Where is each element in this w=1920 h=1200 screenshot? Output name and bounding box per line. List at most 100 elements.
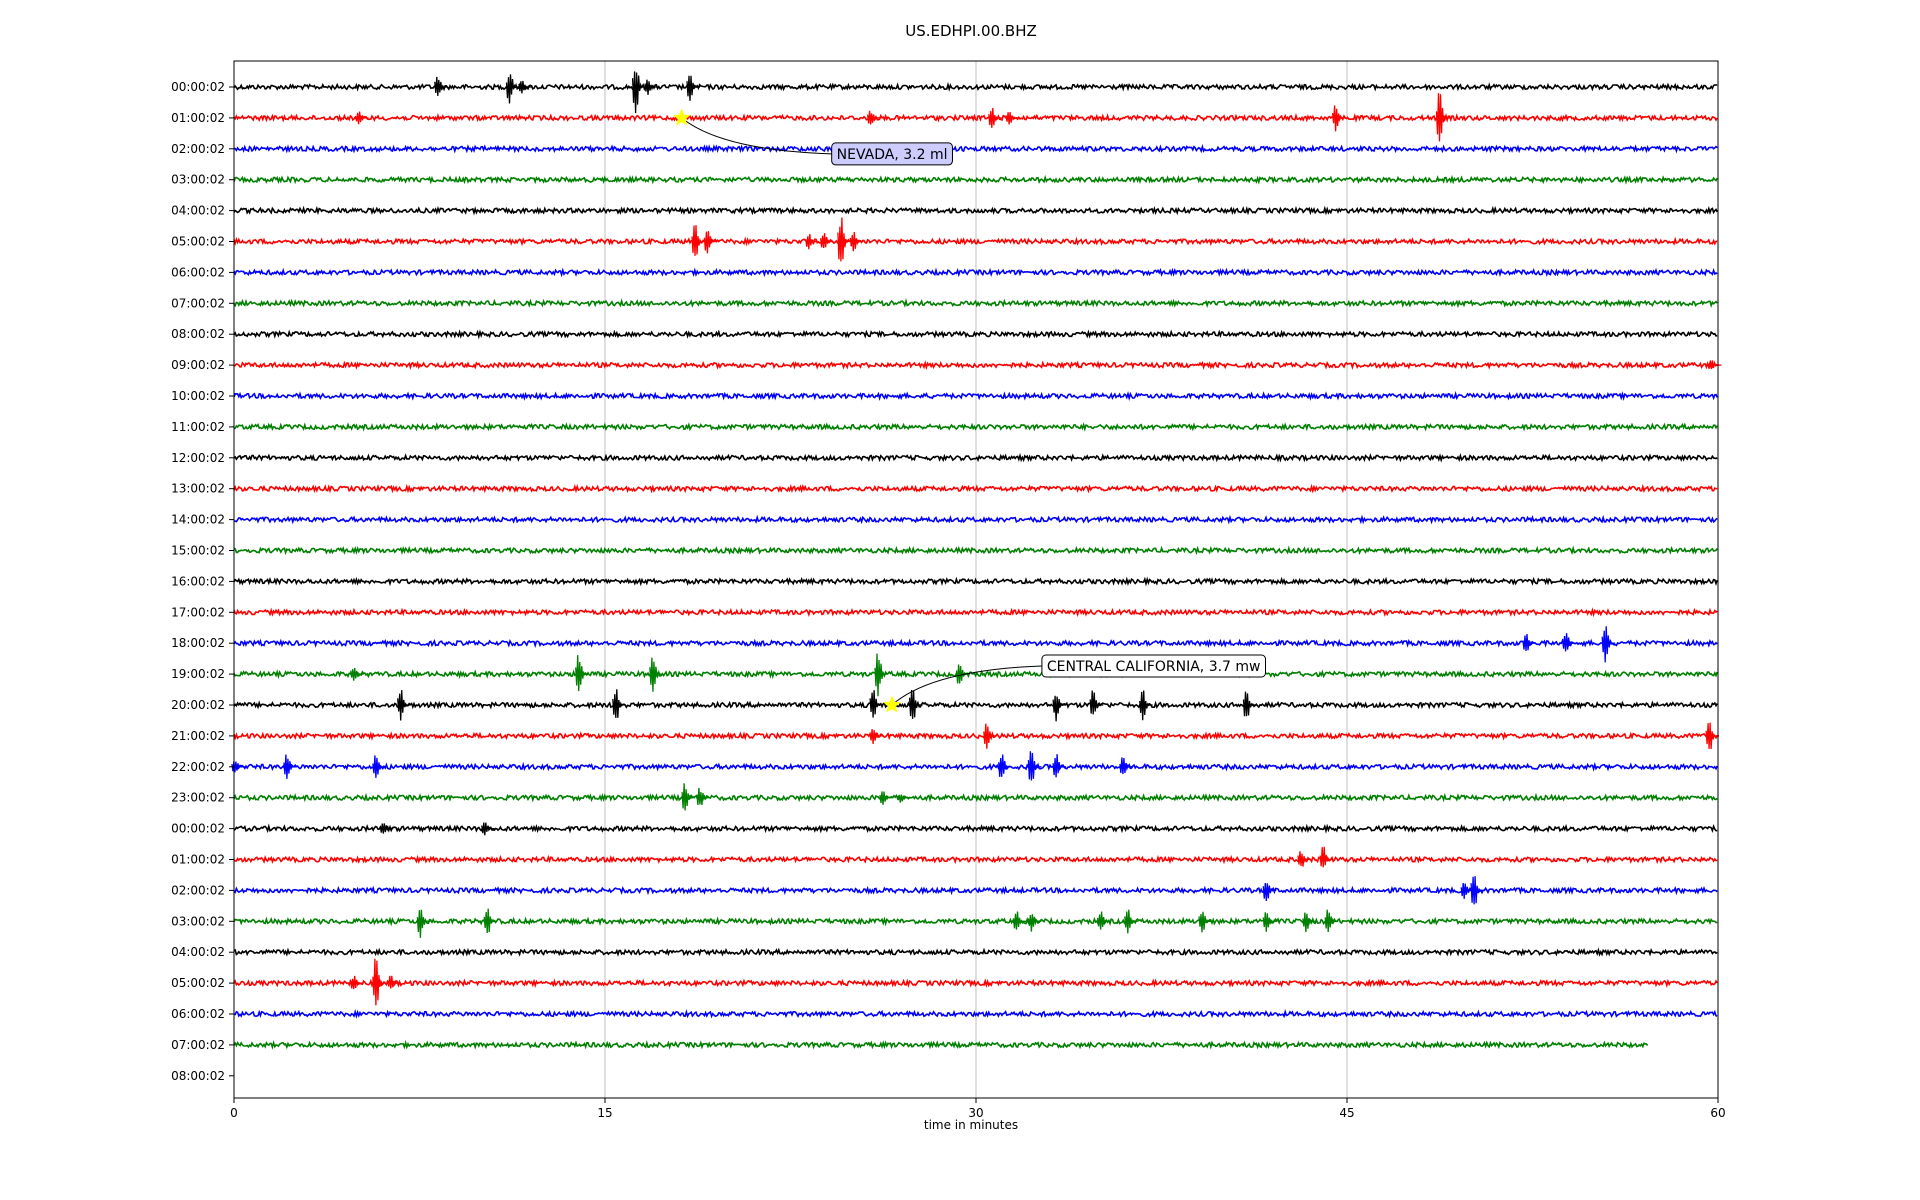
trace-line [233,298,1718,309]
chart-title: US.EDHPI.00.BHZ [905,22,1037,40]
trace-line [233,885,1718,896]
row-label: 06:00:02 [171,1007,225,1021]
row-label: 18:00:02 [171,636,225,650]
trace-line [233,916,1718,927]
annotation-text: NEVADA, 3.2 ml [837,147,948,163]
trace-line [233,483,1718,494]
seismic-spike [1089,690,1104,715]
seismic-spike [1052,695,1067,722]
annotation-box [1041,654,1267,678]
seismic-spike [1561,633,1576,652]
row-label: 00:00:02 [171,80,225,94]
seismic-spike [866,110,881,125]
trace-line [233,81,1718,92]
trace-line [233,854,1718,865]
trace-line [233,143,1718,154]
seismic-spike [849,231,864,252]
seismic-spike [1302,912,1316,933]
row-label: 06:00:02 [171,265,225,279]
row-label: 03:00:02 [171,914,225,928]
trace-line [233,422,1718,432]
seismic-spike [612,689,626,718]
y-axis-ticks: 00:00:02 01:00:02 02:00:02 03:00:02 04:00:02… [171,80,234,1083]
seismic-spike [1198,911,1212,933]
seismic-spike [1522,633,1536,651]
trace-line [233,360,1718,371]
seismic-spike [1096,911,1111,930]
row-label: 07:00:02 [171,296,225,310]
row-label: 15:00:02 [171,544,225,558]
trace-line [233,390,1718,402]
seismic-spike [1052,754,1067,778]
seismic-spike [1012,911,1027,930]
seismic-spike [1027,751,1042,781]
seismic-spike [372,958,386,1006]
seismic-spike [416,909,431,938]
seismic-spike [696,787,710,806]
event-annotations: NEVADA, 3.2 ml CENTRAL CALIFORNIA, 3.7 mw [672,108,1267,713]
row-label: 04:00:02 [171,945,225,959]
seismic-spike [397,690,411,721]
x-tick-label: 60 [1710,1106,1725,1120]
trace-line [233,576,1718,587]
x-axis-ticks: 0 15 30 45 60 [230,1098,1726,1120]
row-label: 08:00:02 [171,1069,225,1083]
trace-line [233,638,1718,649]
seismic-spike [379,823,394,834]
seismic-spike [1324,909,1339,933]
seismic-spike [837,217,851,262]
seismic-spike [644,79,658,95]
row-label: 02:00:02 [171,883,225,897]
seismic-spike [879,791,893,805]
row-label: 12:00:02 [171,451,225,465]
seismic-spike [686,75,700,101]
row-label: 13:00:02 [171,482,225,496]
trace-lines [231,71,1722,1050]
row-label: 22:00:02 [171,760,225,774]
annotation-label: NEVADA, 3.2 ml [831,142,953,166]
seismic-spike [983,723,997,749]
x-tick-label: 0 [230,1106,238,1120]
trace-line [233,947,1718,957]
row-label: 17:00:02 [171,605,225,619]
seismic-spike [283,754,297,779]
row-label: 09:00:02 [171,358,225,372]
seismic-spike [703,231,718,254]
x-tick-label: 30 [968,1106,983,1120]
seismic-spike [481,822,495,836]
seismic-spike [505,74,520,104]
row-label: 14:00:02 [171,513,225,527]
seismic-spike [998,754,1012,777]
seismic-spike [1601,626,1616,663]
seismic-spike [483,908,498,934]
seismic-spike [1005,112,1020,125]
plot-frame [233,60,1719,1099]
trace-line [233,607,1718,618]
trace-line [233,669,1718,680]
trace-line [233,452,1718,463]
annotation-text: CENTRAL CALIFORNIA, 3.7 mw [1047,659,1261,675]
trace-line [233,113,1718,123]
row-label: 07:00:02 [171,1038,225,1052]
row-label: 01:00:02 [171,111,225,125]
trace-line [233,1039,1649,1050]
row-label: 11:00:02 [171,420,225,434]
trace-line [233,792,1718,803]
row-label: 19:00:02 [171,667,225,681]
trace-line [233,1008,1718,1019]
seismic-spike [896,794,911,803]
row-label: 20:00:02 [171,698,225,712]
trace-line [233,823,1718,834]
seismic-spike [354,111,369,125]
x-tick-label: 15 [597,1106,612,1120]
seismic-spike [869,690,884,718]
seismic-spike [434,76,448,96]
seismic-spike [372,755,386,778]
x-axis-label: time in minutes [924,1118,1018,1132]
seismic-spike [988,107,1002,128]
row-label: 02:00:02 [171,142,225,156]
seismic-spike [518,80,532,94]
seismic-spike [819,233,834,249]
seismic-spike [1435,93,1450,142]
